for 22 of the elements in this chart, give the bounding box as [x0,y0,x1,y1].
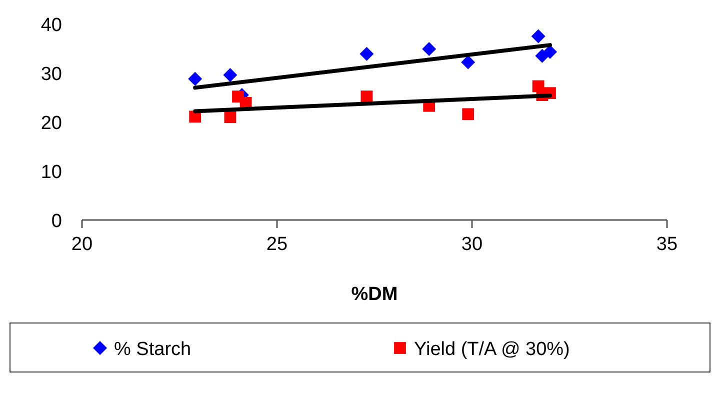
point [422,42,436,56]
y-tick-label: 20 [40,113,62,134]
point [188,72,202,86]
y-tick-label: 40 [40,15,62,36]
point [531,29,546,44]
point [360,90,373,102]
point [543,44,557,59]
x-tick-label: 30 [461,234,483,255]
x-tick-label: 25 [266,234,288,255]
y-tick-label: 10 [40,162,62,183]
x-tick-label: 35 [656,234,678,255]
x-axis-title: %DM [351,284,398,305]
x-tick-label: 20 [71,234,93,255]
point [223,68,238,82]
y-tick-label: 30 [40,64,62,85]
legend-label: Yield (T/A @ 30%) [414,339,570,360]
point [224,111,236,124]
legend-label: % Starch [114,339,192,360]
point [462,108,474,120]
point [360,46,374,61]
point [461,55,476,70]
y-tick-label: 0 [51,211,62,232]
